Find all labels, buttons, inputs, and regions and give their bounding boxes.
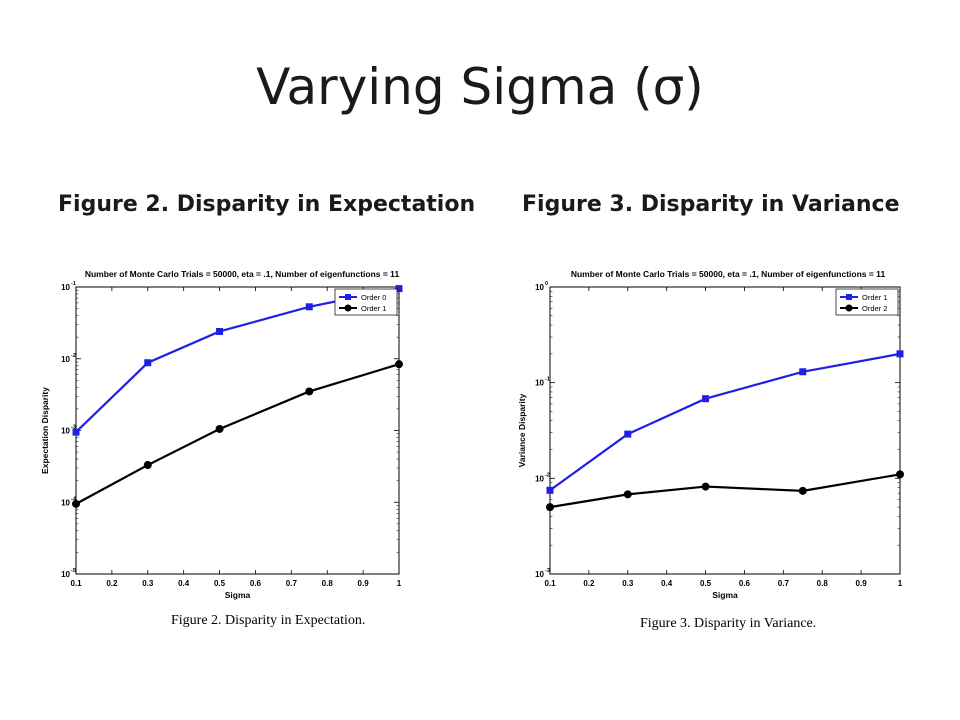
y-tick-base: 10 <box>61 283 70 292</box>
y-tick-label: 10 -3 <box>535 568 550 579</box>
data-point-square <box>702 395 710 403</box>
data-point-circle <box>798 486 807 495</box>
data-point-circle <box>623 490 632 499</box>
data-point-circle <box>72 499 80 508</box>
data-point-circle <box>305 387 314 396</box>
plot-frame <box>75 286 400 575</box>
left-figure-heading: Figure 2. Disparity in Expectation <box>58 192 476 217</box>
y-tick-base: 10 <box>535 379 544 388</box>
y-tick-exponent: -1 <box>545 377 550 383</box>
right-figure-heading: Figure 3. Disparity in Variance <box>522 192 900 217</box>
data-point-circle <box>896 470 904 479</box>
right-figure-caption: Figure 3. Disparity in Variance. <box>640 616 817 631</box>
y-tick-exponent: -3 <box>545 568 550 574</box>
slide-title: Varying Sigma (σ) <box>256 58 704 116</box>
legend-marker-square <box>345 294 351 300</box>
data-point-square <box>799 368 807 376</box>
y-axis-label: Variance Disparity <box>517 393 527 467</box>
x-tick-label: 0.5 <box>700 579 712 588</box>
y-tick-label: 10 -2 <box>61 353 76 364</box>
data-point-circle <box>395 360 403 369</box>
x-tick-label: 0.9 <box>856 579 868 588</box>
x-tick-label: 0.3 <box>622 579 634 588</box>
data-point-square <box>305 303 313 311</box>
x-tick-label: 0.3 <box>142 579 154 588</box>
y-tick-exponent: -2 <box>71 353 76 359</box>
x-tick-label: 0.8 <box>322 579 334 588</box>
x-axis-label: Sigma <box>225 590 251 600</box>
y-tick-base: 10 <box>61 498 70 507</box>
y-tick-label: 10 -2 <box>535 472 550 483</box>
data-point-square <box>896 350 904 358</box>
x-tick-label: 0.7 <box>778 579 790 588</box>
x-tick-label: 0.2 <box>583 579 595 588</box>
y-tick-label: 10 -3 <box>61 425 76 436</box>
legend-marker-circle <box>845 304 853 312</box>
x-axis-label: Sigma <box>712 590 738 600</box>
legend-box <box>334 288 398 316</box>
data-point-circle <box>546 503 554 512</box>
y-tick-base: 10 <box>61 355 70 364</box>
x-tick-label: 1 <box>898 579 903 588</box>
y-tick-exponent: -2 <box>545 472 550 478</box>
legend-label: Order 1 <box>361 304 386 313</box>
x-tick-label: 0.7 <box>286 579 298 588</box>
legend-label: Order 0 <box>361 293 386 302</box>
legend-label: Order 2 <box>862 304 887 313</box>
x-tick-label: 0.5 <box>214 579 226 588</box>
y-tick-base: 10 <box>535 474 544 483</box>
plot-frame <box>549 286 901 575</box>
legend-marker-circle <box>344 304 352 312</box>
x-tick-label: 0.1 <box>544 579 556 588</box>
data-point-circle <box>701 482 710 491</box>
y-tick-exponent: -3 <box>71 425 76 431</box>
y-tick-exponent: -5 <box>71 568 76 574</box>
y-tick-label: 10 -1 <box>61 281 76 292</box>
x-tick-label: 0.8 <box>817 579 829 588</box>
x-tick-label: 0.4 <box>178 579 190 588</box>
y-tick-label: 10 -4 <box>61 496 77 507</box>
y-tick-base: 10 <box>535 283 544 292</box>
data-point-square <box>546 486 554 494</box>
data-point-square <box>395 285 403 293</box>
legend-label: Order 1 <box>862 293 887 302</box>
y-tick-label: 10 0 <box>535 281 548 292</box>
y-tick-exponent: 0 <box>545 281 548 287</box>
x-tick-label: 0.6 <box>739 579 751 588</box>
left-figure-caption: Figure 2. Disparity in Expectation. <box>171 613 366 628</box>
y-tick-base: 10 <box>535 570 544 579</box>
x-tick-label: 0.9 <box>358 579 370 588</box>
y-tick-exponent: -1 <box>71 281 76 287</box>
data-point-circle <box>143 461 152 470</box>
data-point-square <box>144 359 152 367</box>
data-point-square <box>72 428 80 436</box>
data-point-square <box>624 430 632 438</box>
x-tick-label: 0.1 <box>70 579 82 588</box>
chart-title: Number of Monte Carlo Trials = 50000, et… <box>571 269 886 279</box>
y-tick-label: 10 -5 <box>61 568 76 579</box>
chart-title: Number of Monte Carlo Trials = 50000, et… <box>85 269 400 279</box>
x-tick-label: 1 <box>397 579 402 588</box>
y-tick-base: 10 <box>61 427 70 436</box>
legend-marker-square <box>846 294 852 300</box>
x-tick-label: 0.2 <box>106 579 118 588</box>
legend: Order 1 Order 2 <box>835 288 899 316</box>
variance-disparity-chart: Number of Monte Carlo Trials = 50000, et… <box>517 269 904 600</box>
y-tick-exponent: -4 <box>71 496 77 502</box>
expectation-disparity-chart: Number of Monte Carlo Trials = 50000, et… <box>40 269 403 600</box>
x-tick-label: 0.4 <box>661 579 673 588</box>
y-axis-label: Expectation Disparity <box>40 387 50 474</box>
x-tick-label: 0.6 <box>250 579 262 588</box>
legend: Order 0 Order 1 <box>334 288 398 316</box>
y-tick-base: 10 <box>61 570 70 579</box>
y-tick-label: 10 -1 <box>535 377 550 388</box>
legend-box <box>835 288 899 316</box>
data-point-circle <box>215 424 224 433</box>
data-point-square <box>216 327 224 335</box>
